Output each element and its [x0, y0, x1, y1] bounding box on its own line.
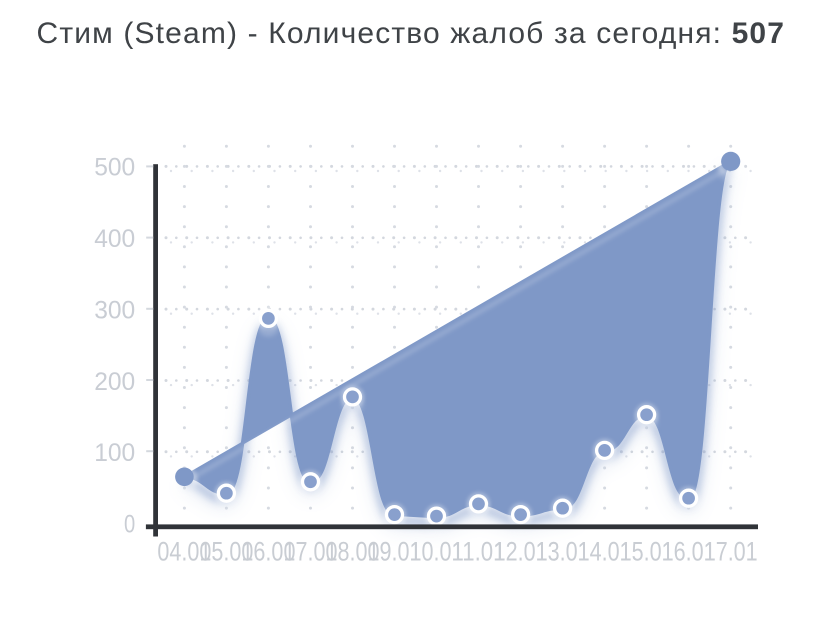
svg-text:0: 0: [124, 511, 135, 539]
svg-text:100: 100: [94, 439, 135, 467]
svg-text:07.01: 07.01: [284, 537, 338, 567]
svg-text:300: 300: [94, 296, 135, 324]
svg-text:06.01: 06.01: [241, 537, 295, 567]
svg-text:11.01: 11.01: [452, 537, 506, 567]
svg-text:08.01: 08.01: [326, 537, 380, 567]
svg-text:500: 500: [94, 154, 135, 182]
svg-text:13.01: 13.01: [536, 537, 590, 567]
svg-text:17.01: 17.01: [704, 537, 758, 567]
svg-text:05.01: 05.01: [199, 537, 253, 567]
svg-text:14.01: 14.01: [578, 537, 632, 567]
svg-text:200: 200: [94, 368, 135, 396]
svg-text:12.01: 12.01: [494, 537, 548, 567]
svg-text:16.01: 16.01: [662, 537, 716, 567]
svg-text:04.01: 04.01: [157, 537, 211, 567]
svg-text:400: 400: [94, 225, 135, 253]
svg-text:09.01: 09.01: [368, 537, 422, 567]
svg-text:15.01: 15.01: [620, 537, 674, 567]
svg-text:10.01: 10.01: [410, 537, 464, 567]
